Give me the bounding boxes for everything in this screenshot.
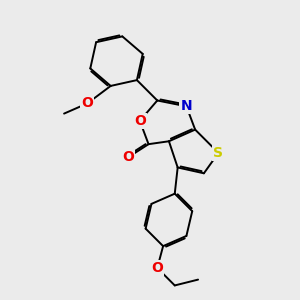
Text: S: S xyxy=(213,146,224,160)
Text: N: N xyxy=(181,99,192,113)
Text: O: O xyxy=(134,114,146,128)
Text: O: O xyxy=(81,96,93,110)
Text: O: O xyxy=(151,261,163,275)
Text: O: O xyxy=(122,150,134,164)
